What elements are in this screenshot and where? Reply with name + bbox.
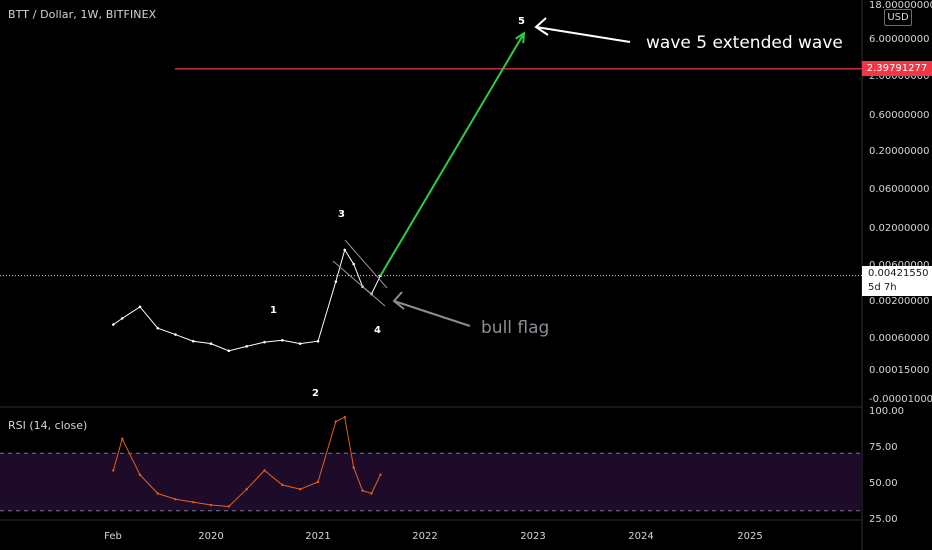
price-tick-label: 0.06000000: [869, 184, 929, 195]
wave5-pointer-head: [534, 17, 549, 36]
rsi-point: [281, 483, 284, 487]
price-series: [112, 248, 382, 353]
rsi-point: [174, 498, 177, 501]
price-tick-label: 0.00200000: [869, 296, 929, 307]
rsi-tick-label: 75.00: [869, 442, 898, 453]
price-point: [191, 339, 195, 343]
wave-label-4: 4: [374, 325, 381, 336]
price-point: [334, 280, 338, 283]
price-tick-label: 0.00015000: [869, 365, 929, 376]
rsi-point: [334, 420, 338, 423]
rsi-point: [361, 489, 364, 492]
wave-label-3: 3: [338, 209, 345, 220]
price-tick-label: 6.00000000: [869, 34, 929, 45]
price-tick-label: 0.60000000: [869, 110, 929, 121]
rsi-point: [121, 437, 124, 440]
price-point: [343, 248, 347, 252]
rsi-band-layer: [0, 452, 862, 512]
time-tick-label: 2020: [198, 531, 223, 542]
time-tick-label: 2023: [520, 531, 545, 542]
flag-upper-line: [344, 239, 388, 289]
bar-countdown: 5d 7h: [868, 282, 897, 293]
price-point: [156, 326, 160, 330]
time-tick-label: 2024: [628, 531, 653, 542]
rsi-point: [156, 492, 159, 495]
flag-pointer-line: [393, 300, 471, 327]
price-tick-label: 0.20000000: [869, 146, 929, 157]
rsi-series: [112, 416, 382, 508]
wave5-annotation: wave 5 extended wave: [646, 33, 843, 53]
axis-layer: 18.00000000 6.00000000 2.00000000 0.6000000…: [104, 0, 932, 542]
price-point: [227, 349, 231, 353]
chart-title: BTT / Dollar, 1W, BITFINEX: [8, 8, 157, 21]
price-point: [281, 339, 284, 342]
price-tick-label: 0.02000000: [869, 223, 929, 234]
time-tick-label: Feb: [104, 531, 122, 542]
rsi-point: [227, 505, 231, 508]
bull-flag-annotation: bull flag: [481, 318, 550, 338]
rsi-point: [352, 466, 355, 469]
price-point: [112, 323, 115, 326]
price-point: [209, 342, 213, 345]
price-tick-label: 2.00000000: [869, 71, 929, 82]
price-tick-label: 18.00000000: [869, 0, 932, 11]
price-tick-label: -0.00001000: [869, 394, 932, 405]
price-point: [174, 333, 177, 336]
time-tick-label: 2025: [737, 531, 762, 542]
price-point: [120, 317, 124, 320]
rsi-point: [192, 500, 195, 504]
current-price-value: 0.00421550: [868, 268, 929, 279]
resistance-price-tag: 2.39791277: [862, 61, 932, 76]
price-line: [113, 248, 381, 352]
price-tick-label: 0.00060000: [869, 333, 929, 344]
wave-label-2: 2: [312, 388, 319, 399]
rsi-point: [379, 473, 382, 476]
rsi-title: RSI (14, close): [8, 419, 88, 432]
price-point: [352, 262, 355, 266]
rsi-point: [112, 469, 115, 472]
currency-selector[interactable]: USD: [884, 9, 912, 26]
flag-lower-line: [332, 260, 386, 307]
rsi-point: [298, 488, 302, 491]
rsi-tick-label: 100.00: [869, 406, 904, 417]
price-point: [316, 339, 320, 343]
rsi-point: [316, 480, 320, 484]
wave-label-5: 5: [518, 16, 525, 27]
rsi-point: [370, 492, 373, 495]
rsi-tick-label: 50.00: [869, 478, 898, 489]
time-tick-label: 2021: [305, 531, 330, 542]
rsi-point: [343, 416, 346, 419]
wave-label-1: 1: [270, 305, 277, 316]
rsi-point: [209, 503, 213, 507]
wave5-pointer-line: [535, 26, 631, 43]
price-point: [138, 305, 142, 309]
flag-pointer-head: [392, 291, 405, 310]
time-tick-label: 2022: [412, 531, 437, 542]
rsi-point: [245, 488, 248, 491]
rsi-band: [0, 453, 862, 511]
rsi-point: [138, 473, 142, 476]
projection-arrow-head: [515, 31, 526, 44]
price-point: [245, 345, 248, 348]
price-point: [263, 340, 266, 344]
rsi-tick-label: 25.00: [869, 514, 898, 525]
current-price-tag: 0.00421550 5d 7h: [862, 266, 932, 296]
rsi-point: [263, 469, 266, 472]
price-point: [298, 342, 302, 345]
annotation-layer: [0, 17, 862, 327]
projection-arrow-line: [379, 32, 525, 277]
